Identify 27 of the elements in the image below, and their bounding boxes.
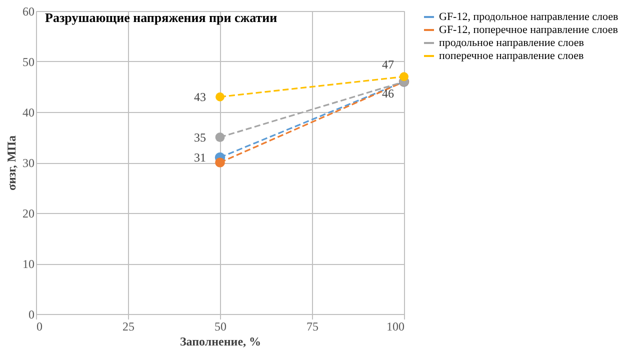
x-tick-label: 50 bbox=[214, 320, 226, 334]
legend-label: продольное направление слоев bbox=[439, 37, 584, 49]
y-tick-label: 10 bbox=[22, 257, 34, 271]
y-tick-label: 40 bbox=[22, 106, 34, 120]
y-tick-label: 60 bbox=[22, 4, 34, 18]
x-tick-label: 100 bbox=[386, 320, 404, 334]
point bbox=[215, 158, 225, 168]
chart-title: Разрушающие напряжения при сжатии bbox=[45, 10, 278, 25]
legend-label: GF-12, поперечное направление слоев bbox=[439, 24, 618, 36]
legend-label: поперечное направление слоев bbox=[439, 50, 584, 62]
x-tick-label: 25 bbox=[122, 320, 134, 334]
point bbox=[215, 132, 225, 142]
y-tick-label: 30 bbox=[22, 156, 34, 170]
x-tick-label: 75 bbox=[306, 320, 318, 334]
point bbox=[400, 72, 408, 82]
y-tick-label: 20 bbox=[22, 206, 34, 220]
point bbox=[216, 92, 224, 102]
data-label: 35 bbox=[194, 130, 206, 144]
y-tick-label: 50 bbox=[22, 55, 34, 69]
data-label: 46 bbox=[382, 86, 394, 101]
y-axis-title: σизг, МПа bbox=[4, 135, 18, 191]
x-axis-title: Заполнение, % bbox=[180, 334, 262, 348]
data-label: 43 bbox=[194, 90, 206, 104]
legend-label: GF-12, продольное направление слоев bbox=[439, 11, 618, 23]
data-label: 47 bbox=[382, 58, 394, 72]
data-label: 31 bbox=[194, 150, 206, 164]
y-tick-label: 0 bbox=[28, 308, 34, 322]
